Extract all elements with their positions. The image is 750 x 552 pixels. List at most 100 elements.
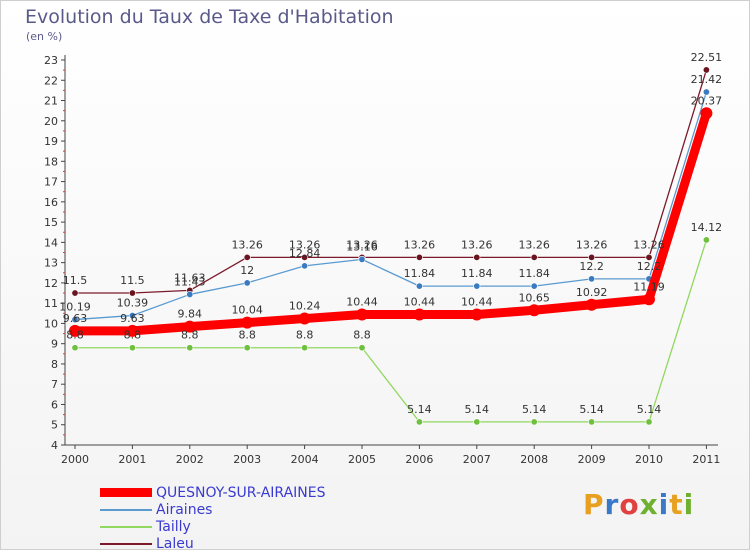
y-tick-label: 10 bbox=[44, 317, 58, 330]
data-point bbox=[530, 418, 538, 426]
legend-label: Laleu bbox=[156, 535, 194, 552]
series-line bbox=[70, 108, 711, 336]
data-label: 12.2 bbox=[637, 260, 662, 273]
y-tick-label: 16 bbox=[44, 196, 58, 209]
y-tick-label: 7 bbox=[51, 378, 58, 391]
data-label: 11.84 bbox=[404, 267, 436, 280]
y-tick-label: 5 bbox=[51, 419, 58, 432]
x-tick-label: 2002 bbox=[176, 453, 204, 466]
y-tick-label: 17 bbox=[44, 176, 58, 189]
x-tick-label: 2007 bbox=[463, 453, 491, 466]
data-label: 14.12 bbox=[691, 221, 723, 234]
data-point bbox=[702, 88, 710, 96]
legend-swatch bbox=[100, 488, 152, 497]
x-tick-label: 2009 bbox=[578, 453, 606, 466]
data-point bbox=[413, 308, 426, 321]
data-point bbox=[71, 344, 79, 352]
data-label: 9.84 bbox=[178, 308, 203, 321]
logo-letter: o bbox=[619, 488, 640, 521]
data-point bbox=[473, 253, 481, 261]
data-point bbox=[415, 282, 423, 290]
y-tick-label: 15 bbox=[44, 216, 58, 229]
data-label: 10.92 bbox=[576, 286, 608, 299]
data-point bbox=[585, 298, 598, 311]
data-label: 13.26 bbox=[576, 238, 608, 251]
legend-item-airaines[interactable]: Airaines bbox=[100, 501, 325, 518]
y-tick-label: 22 bbox=[44, 74, 58, 87]
data-point bbox=[530, 253, 538, 261]
data-point bbox=[588, 275, 596, 283]
data-label: 11.63 bbox=[174, 271, 206, 284]
data-label: 13.26 bbox=[231, 238, 263, 251]
data-label: 10.19 bbox=[59, 301, 91, 314]
data-label: 10.65 bbox=[518, 291, 550, 304]
data-point bbox=[69, 324, 81, 337]
legend-swatch bbox=[100, 508, 152, 511]
y-tick-label: 20 bbox=[44, 115, 58, 128]
data-label: 10.44 bbox=[461, 296, 493, 309]
y-tick-label: 21 bbox=[44, 95, 58, 108]
legend-swatch bbox=[100, 542, 152, 545]
data-point bbox=[473, 418, 481, 426]
data-point bbox=[643, 293, 655, 306]
data-label: 9.63 bbox=[120, 312, 145, 325]
data-label: 13.26 bbox=[633, 238, 665, 251]
x-tick-label: 2005 bbox=[348, 453, 376, 466]
data-point bbox=[298, 312, 311, 325]
data-label: 11.84 bbox=[518, 267, 550, 280]
data-point bbox=[415, 253, 423, 261]
data-label: 10.24 bbox=[289, 300, 321, 313]
legend-item-tailly[interactable]: Tailly bbox=[100, 518, 325, 535]
data-label: 8.8 bbox=[238, 329, 256, 342]
data-label: 13.26 bbox=[346, 238, 378, 251]
series-line bbox=[74, 239, 708, 423]
data-point bbox=[356, 308, 368, 321]
series-line bbox=[74, 91, 708, 321]
logo-letter: r bbox=[604, 488, 620, 521]
legend-swatch bbox=[100, 525, 152, 528]
data-point bbox=[301, 344, 309, 352]
y-tick-label: 12 bbox=[44, 277, 58, 290]
data-point bbox=[183, 320, 196, 333]
data-point bbox=[71, 289, 79, 297]
logo-letter: t bbox=[669, 488, 684, 521]
x-tick-label: 2003 bbox=[233, 453, 261, 466]
data-point bbox=[128, 289, 136, 297]
series-line bbox=[74, 69, 708, 294]
legend-item-quesnoy[interactable]: QUESNOY-SUR-AIRAINES bbox=[100, 484, 325, 501]
data-label: 11.5 bbox=[63, 274, 88, 287]
data-point bbox=[126, 324, 139, 337]
x-tick-label: 2004 bbox=[291, 453, 319, 466]
chart-subtitle: (en %) bbox=[26, 30, 63, 43]
data-label: 13.26 bbox=[289, 238, 321, 251]
data-point bbox=[528, 304, 541, 317]
data-label: 9.63 bbox=[63, 312, 88, 325]
data-point bbox=[243, 253, 251, 261]
legend-item-laleu[interactable]: Laleu bbox=[100, 535, 325, 552]
data-label: 8.8 bbox=[296, 329, 314, 342]
y-tick-label: 14 bbox=[44, 236, 58, 249]
x-tick-label: 2000 bbox=[61, 453, 89, 466]
data-point bbox=[588, 418, 596, 426]
data-label: 12.2 bbox=[579, 260, 604, 273]
y-tick-label: 9 bbox=[51, 338, 58, 351]
y-tick-label: 4 bbox=[51, 439, 58, 452]
logo-letter: x bbox=[639, 488, 659, 521]
y-tick-label: 11 bbox=[44, 297, 58, 310]
data-label: 11.84 bbox=[461, 267, 493, 280]
data-label: 13.26 bbox=[518, 238, 550, 251]
data-point bbox=[358, 255, 366, 263]
data-point bbox=[301, 262, 309, 270]
logo-letter: i bbox=[658, 488, 670, 521]
data-point bbox=[243, 279, 251, 287]
legend: QUESNOY-SUR-AIRAINES Airaines Tailly Lal… bbox=[100, 484, 325, 552]
data-label: 10.39 bbox=[117, 297, 149, 310]
chart-title: Evolution du Taux de Taxe d'Habitation bbox=[25, 6, 394, 28]
data-label: 13.16 bbox=[346, 240, 378, 253]
data-label: 5.14 bbox=[579, 403, 604, 416]
data-point bbox=[243, 344, 251, 352]
data-label: 10.44 bbox=[404, 296, 436, 309]
y-tick-label: 8 bbox=[51, 358, 58, 371]
data-label: 13.26 bbox=[461, 238, 493, 251]
data-label: 5.14 bbox=[465, 403, 490, 416]
